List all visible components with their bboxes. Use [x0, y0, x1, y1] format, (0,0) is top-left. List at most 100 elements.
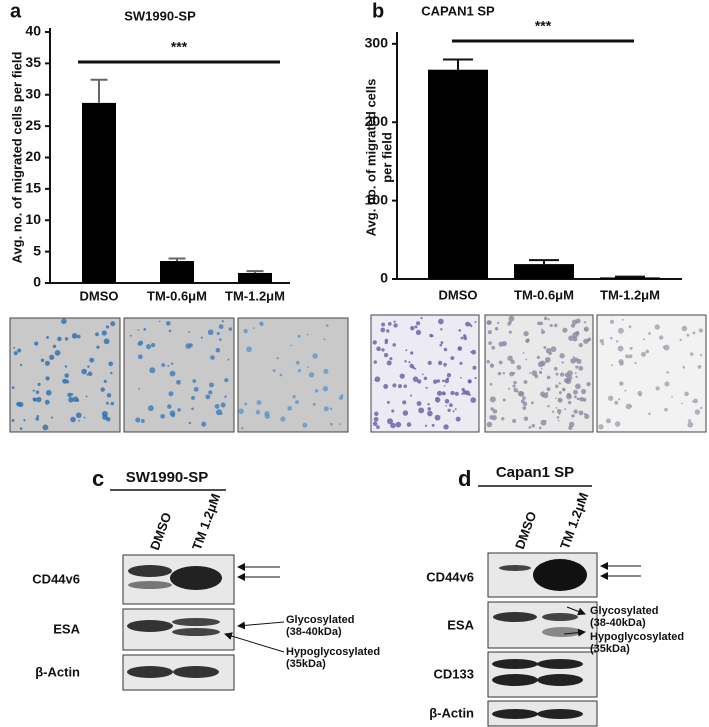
- cell: [110, 321, 116, 327]
- cell: [609, 319, 614, 324]
- band-annotation: Glycosylated: [590, 605, 658, 617]
- cell: [192, 379, 197, 383]
- cell: [598, 424, 604, 430]
- cell: [543, 393, 549, 399]
- cell: [61, 318, 67, 325]
- cell: [71, 333, 78, 339]
- band: [533, 559, 587, 591]
- significance-label: ***: [535, 18, 552, 34]
- cell: [552, 410, 555, 413]
- cell: [255, 410, 261, 415]
- cell: [445, 404, 448, 407]
- cell: [329, 407, 333, 411]
- cell: [191, 407, 194, 411]
- cell: [36, 396, 42, 403]
- cell: [452, 410, 455, 413]
- cell: [414, 325, 418, 329]
- cell: [387, 322, 392, 326]
- cell: [520, 399, 525, 404]
- cell: [543, 316, 548, 321]
- micrograph: [596, 314, 707, 433]
- cell: [498, 360, 503, 365]
- cell: [45, 389, 52, 396]
- blot-strip: [487, 601, 598, 649]
- cell: [583, 338, 589, 344]
- band: [492, 709, 538, 719]
- cell: [489, 382, 493, 386]
- cell: [575, 375, 578, 379]
- cell: [497, 321, 500, 325]
- cell: [645, 349, 650, 354]
- cell: [508, 315, 515, 322]
- cell: [308, 372, 315, 378]
- cell: [191, 395, 196, 400]
- cell: [565, 378, 572, 385]
- cell: [259, 321, 264, 326]
- cell: [50, 416, 53, 419]
- cell: [526, 338, 530, 342]
- cell: [314, 389, 319, 393]
- panel-label: b: [372, 0, 384, 22]
- cell: [243, 328, 248, 334]
- cell: [609, 336, 613, 340]
- band: [537, 709, 583, 719]
- cell: [502, 372, 506, 375]
- y-tick-label: 0: [33, 274, 41, 290]
- cell: [501, 417, 505, 421]
- cell: [440, 341, 444, 344]
- arrow: [224, 632, 285, 653]
- cell: [467, 379, 472, 384]
- cell: [391, 409, 395, 413]
- cell: [403, 384, 407, 388]
- cell: [640, 351, 646, 357]
- cell: [454, 391, 459, 396]
- cell: [568, 425, 573, 430]
- row-label: ESA: [53, 621, 80, 636]
- cell: [436, 390, 443, 396]
- cell: [200, 336, 203, 339]
- cell: [491, 345, 496, 350]
- cell: [312, 353, 318, 359]
- band: [537, 659, 583, 669]
- cell: [276, 356, 280, 360]
- cell: [694, 409, 701, 415]
- cell: [219, 338, 222, 341]
- cell: [512, 384, 516, 388]
- cell: [671, 395, 673, 398]
- band-annotation: Hypoglycosylated: [286, 646, 380, 658]
- cell: [137, 341, 142, 346]
- band: [127, 620, 173, 632]
- cell: [655, 386, 660, 391]
- cell: [624, 389, 627, 392]
- chart-title: CAPAN1 SP: [421, 3, 495, 18]
- cell: [427, 410, 433, 417]
- cell: [540, 329, 546, 335]
- cell: [372, 340, 377, 345]
- cell: [468, 323, 472, 326]
- cell: [381, 348, 385, 352]
- cell: [586, 381, 591, 387]
- cell: [106, 401, 109, 405]
- cell: [573, 409, 578, 414]
- band: [542, 627, 582, 637]
- y-tick-label: 15: [25, 180, 41, 196]
- cell: [374, 411, 379, 417]
- cell: [105, 416, 111, 422]
- y-tick-label: 40: [25, 23, 41, 39]
- cell: [216, 332, 220, 335]
- cell: [540, 419, 547, 426]
- cell: [543, 346, 547, 350]
- cell: [621, 318, 624, 321]
- cell: [474, 376, 477, 380]
- band: [128, 565, 172, 577]
- cell: [386, 400, 390, 404]
- band-annotation: (38-40kDa): [590, 617, 646, 629]
- error-bar: [90, 78, 108, 103]
- band-annotation: Glycosylated: [286, 614, 354, 626]
- cell: [557, 419, 560, 422]
- lane-label: DMSO: [147, 510, 174, 552]
- panel-label: c: [92, 466, 104, 491]
- cell: [580, 388, 587, 395]
- cell: [287, 405, 293, 411]
- cell: [75, 412, 82, 419]
